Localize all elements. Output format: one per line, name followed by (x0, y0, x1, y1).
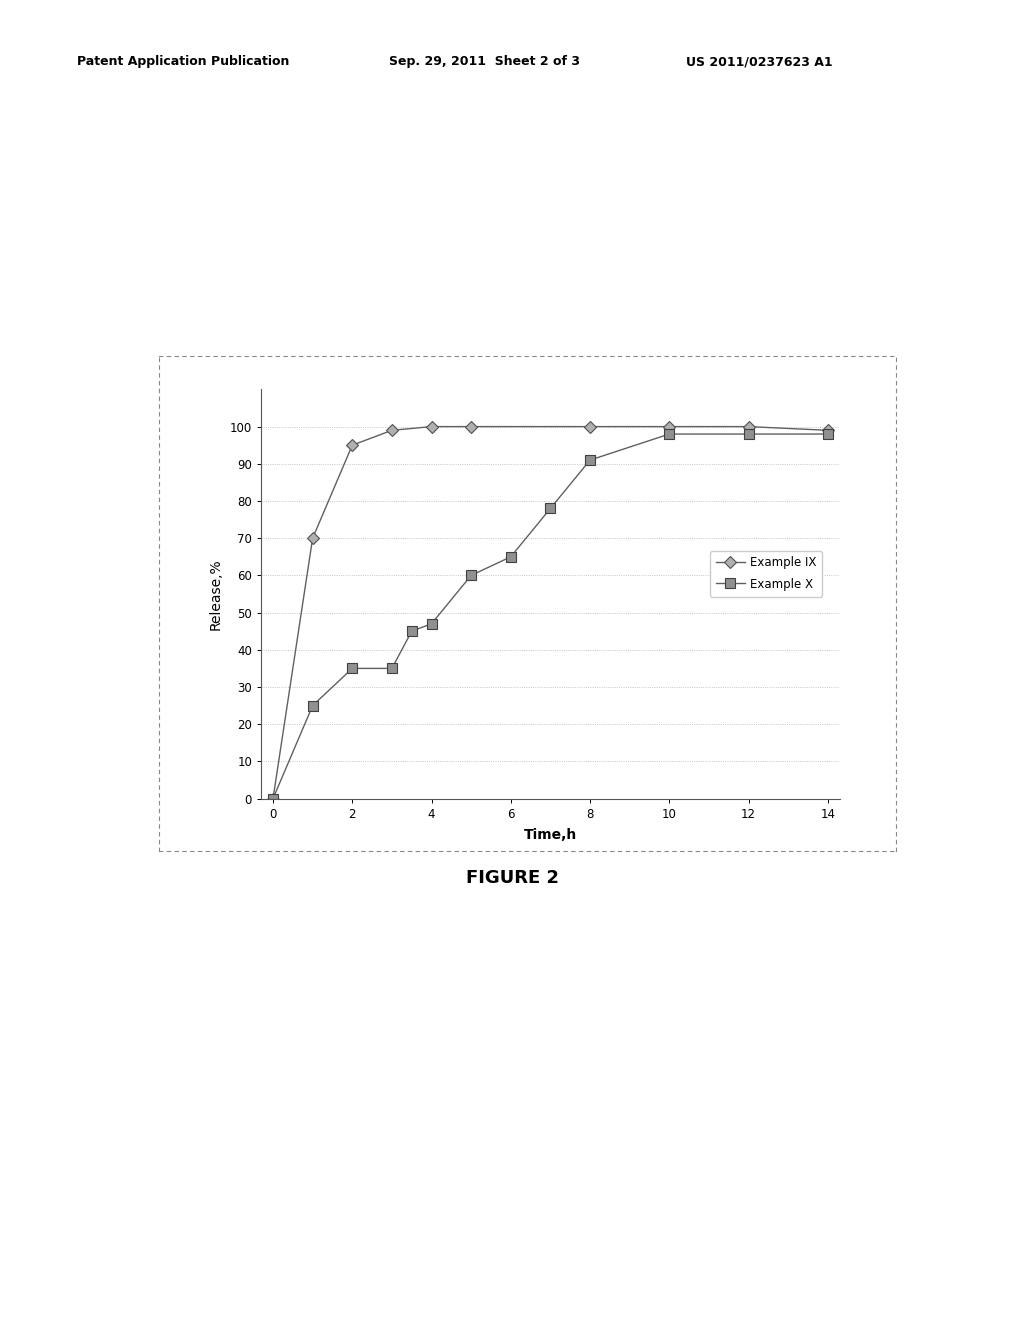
Text: Patent Application Publication: Patent Application Publication (77, 55, 289, 69)
Example X (664, 426, 676, 442)
Example X (465, 568, 477, 583)
Example IX (664, 418, 676, 434)
Example X (386, 660, 398, 676)
Text: Sep. 29, 2011  Sheet 2 of 3: Sep. 29, 2011 Sheet 2 of 3 (389, 55, 581, 69)
Example IX (386, 422, 398, 438)
Example IX (306, 531, 318, 546)
Example X (505, 549, 517, 565)
Example IX (821, 422, 834, 438)
Example IX (346, 437, 358, 453)
Example X (306, 698, 318, 714)
Example X (425, 616, 437, 632)
Example X (406, 623, 418, 639)
Example X (584, 453, 596, 469)
Example IX (584, 418, 596, 434)
Example IX (465, 418, 477, 434)
Example X (346, 660, 358, 676)
X-axis label: Time,h: Time,h (523, 828, 578, 842)
Line: Example X: Example X (268, 429, 833, 804)
Example IX (742, 418, 755, 434)
Y-axis label: Release,%: Release,% (209, 558, 223, 630)
Text: US 2011/0237623 A1: US 2011/0237623 A1 (686, 55, 833, 69)
Example X (267, 791, 280, 807)
Line: Example IX: Example IX (269, 422, 831, 803)
Example X (742, 426, 755, 442)
Legend: Example IX, Example X: Example IX, Example X (710, 550, 822, 597)
Example X (821, 426, 834, 442)
Example IX (267, 791, 280, 807)
Example X (545, 500, 557, 516)
Text: FIGURE 2: FIGURE 2 (466, 869, 558, 887)
Example IX (425, 418, 437, 434)
